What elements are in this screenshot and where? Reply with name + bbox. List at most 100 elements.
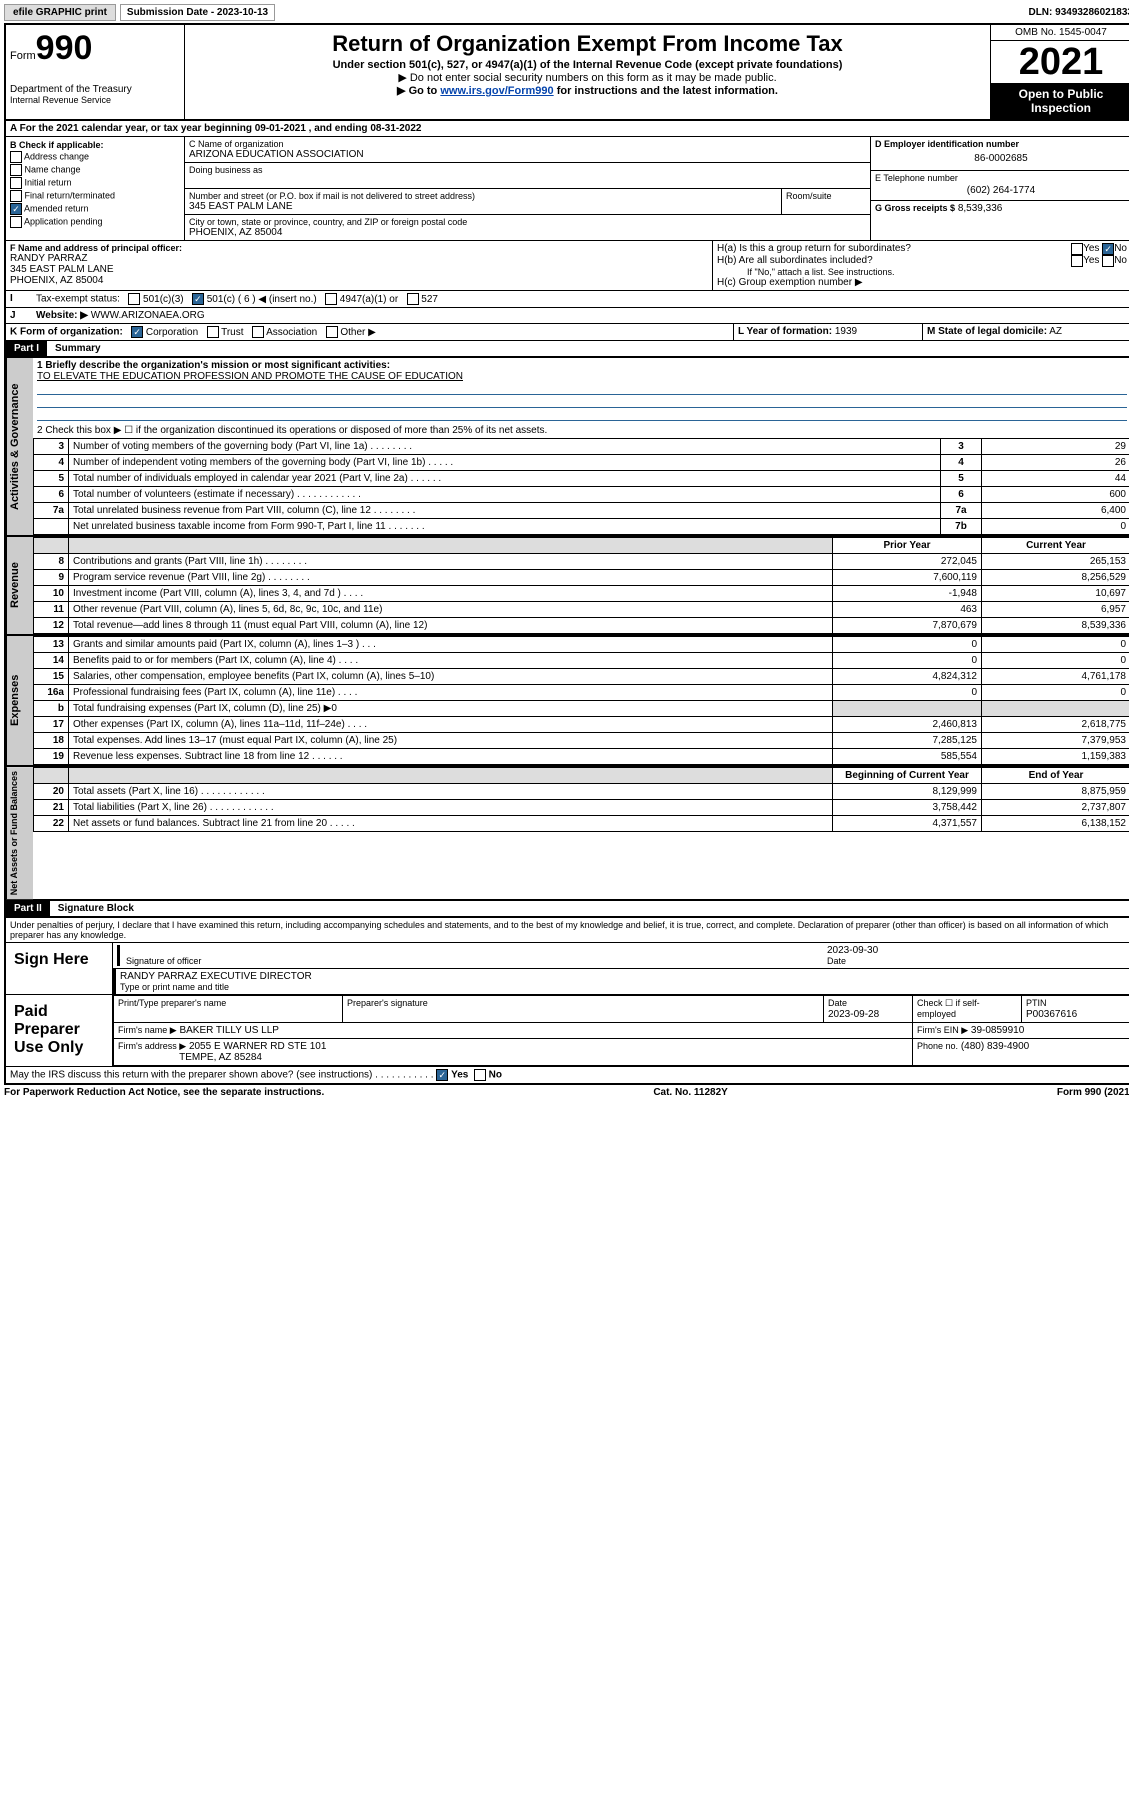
open-public: Open to Public Inspection [991, 83, 1129, 119]
ssn-note: ▶ Do not enter social security numbers o… [191, 71, 984, 84]
discuss-no[interactable] [474, 1069, 486, 1081]
ha-no[interactable]: ✓ [1102, 243, 1114, 255]
form-prefix: Form [10, 50, 36, 62]
hb-no[interactable] [1102, 255, 1114, 267]
section-klm: K Form of organization: ✓ Corporation Tr… [6, 324, 1129, 341]
section-fh: F Name and address of principal officer:… [6, 241, 1129, 291]
omb-number: OMB No. 1545-0047 [991, 25, 1129, 41]
b-item: ✓ Amended return [10, 203, 180, 215]
exp-table: 13Grants and similar amounts paid (Part … [33, 636, 1129, 765]
b-item: Application pending [10, 216, 180, 228]
gov-section: Activities & Governance 1 Briefly descri… [6, 358, 1129, 535]
section-j: J Website: ▶ WWW.ARIZONAEA.ORG [6, 308, 1129, 324]
section-deg: D Employer identification number 86-0002… [870, 137, 1129, 240]
street: 345 EAST PALM LANE [189, 201, 777, 212]
addr-label: Firm's address ▶ [118, 1041, 186, 1051]
k-label: K Form of organization: [10, 327, 123, 338]
firm-ein: 39-0859910 [971, 1025, 1024, 1036]
hc-label: H(c) Group exemption number ▶ [717, 277, 1127, 288]
bal-table: Beginning of Current YearEnd of Year20To… [33, 767, 1129, 832]
form-number: Form990 [10, 29, 180, 68]
website: WWW.ARIZONAEA.ORG [91, 310, 205, 321]
gross-receipts: 8,539,336 [958, 203, 1003, 214]
firm-addr2: TEMPE, AZ 85284 [179, 1052, 262, 1063]
section-ij: I Tax-exempt status: 501(c)(3) ✓ 501(c) … [6, 291, 1129, 308]
firm-ein-label: Firm's EIN ▶ [917, 1025, 968, 1035]
city-label: City or town, state or province, country… [189, 217, 866, 227]
prep-name-label: Print/Type preparer's name [118, 998, 226, 1008]
phone: (602) 264-1774 [875, 183, 1127, 198]
tab-balances: Net Assets or Fund Balances [6, 767, 33, 899]
ha-yes[interactable] [1071, 243, 1083, 255]
form-header: Form990 Department of the Treasury Inter… [6, 25, 1129, 121]
firm-label: Firm's name ▶ [118, 1025, 177, 1035]
declaration: Under penalties of perjury, I declare th… [6, 918, 1129, 943]
part-i-header: Part I Summary [6, 341, 1129, 358]
section-b: B Check if applicable: Address change Na… [6, 137, 185, 240]
hb-note: If "No," attach a list. See instructions… [717, 267, 1127, 277]
irs-link[interactable]: www.irs.gov/Form990 [440, 85, 553, 97]
form-container: Form990 Department of the Treasury Inter… [4, 23, 1129, 1085]
hb-yes[interactable] [1071, 255, 1083, 267]
mission: TO ELEVATE THE EDUCATION PROFESSION AND … [37, 371, 1127, 382]
ein: 86-0002685 [875, 149, 1127, 168]
part-ii-header: Part II Signature Block [6, 899, 1129, 918]
d-label: D Employer identification number [875, 139, 1127, 149]
rev-table: Prior YearCurrent Year8Contributions and… [33, 537, 1129, 634]
street-label: Number and street (or P.O. box if mail i… [189, 191, 777, 201]
paid-label: Paid Preparer Use Only [6, 995, 113, 1066]
sign-here-block: Sign Here Signature of officer 2023-09-3… [6, 943, 1129, 995]
prep-sig-label: Preparer's signature [347, 998, 428, 1008]
b-item: Address change [10, 151, 180, 163]
dba-label: Doing business as [189, 165, 866, 175]
part-ii-badge: Part II [6, 901, 50, 916]
officer-name: RANDY PARRAZ [10, 253, 708, 264]
form-990: 990 [36, 29, 93, 67]
goto-note: ▶ Go to www.irs.gov/Form990 for instruct… [191, 84, 984, 97]
efile-btn[interactable]: efile GRAPHIC print [4, 4, 116, 21]
year-formation: 1939 [835, 326, 857, 337]
firm-addr1: 2055 E WARNER RD STE 101 [189, 1041, 326, 1052]
sig-name: RANDY PARRAZ EXECUTIVE DIRECTOR [120, 971, 1127, 982]
submission-date: Submission Date - 2023-10-13 [120, 4, 275, 21]
discuss-q: May the IRS discuss this return with the… [10, 1070, 434, 1081]
irs-label: Internal Revenue Service [10, 95, 180, 105]
ptin-label: PTIN [1026, 998, 1047, 1008]
foot-mid: Cat. No. 11282Y [653, 1087, 727, 1098]
tab-revenue: Revenue [6, 537, 33, 634]
domicile: AZ [1049, 326, 1062, 337]
tab-expenses: Expenses [6, 636, 33, 765]
discuss-yes[interactable]: ✓ [436, 1069, 448, 1081]
f-label: F Name and address of principal officer: [10, 243, 708, 253]
section-bcde: B Check if applicable: Address change Na… [6, 137, 1129, 241]
paid-table: Print/Type preparer's name Preparer's si… [113, 995, 1129, 1066]
part-i-title: Summary [47, 341, 109, 356]
b-item: Name change [10, 164, 180, 176]
sig-officer-label: Signature of officer [126, 956, 827, 966]
prep-date: 2023-09-28 [828, 1009, 879, 1020]
dept-treasury: Department of the Treasury [10, 84, 180, 95]
q1-label: 1 Briefly describe the organization's mi… [37, 360, 1127, 371]
q2: 2 Check this box ▶ ☐ if the organization… [33, 423, 1129, 438]
j-label: Website: ▶ [36, 310, 88, 321]
officer-city: PHOENIX, AZ 85004 [10, 275, 708, 286]
part-ii-title: Signature Block [50, 901, 142, 916]
sign-here-label: Sign Here [6, 943, 113, 994]
prep-date-label: Date [828, 998, 847, 1008]
firm-phone: (480) 839-4900 [961, 1041, 1029, 1052]
room-label: Room/suite [786, 191, 866, 201]
foot-left: For Paperwork Reduction Act Notice, see … [4, 1087, 324, 1098]
rev-section: Revenue Prior YearCurrent Year8Contribut… [6, 535, 1129, 634]
form-subtitle: Under section 501(c), 527, or 4947(a)(1)… [191, 59, 984, 71]
topbar: efile GRAPHIC print Submission Date - 20… [4, 4, 1129, 21]
section-c: C Name of organization ARIZONA EDUCATION… [185, 137, 870, 240]
dln: DLN: 93493286021833 [1028, 7, 1129, 18]
org-name: ARIZONA EDUCATION ASSOCIATION [189, 149, 866, 160]
self-emp: Check ☐ if self-employed [917, 998, 980, 1019]
ptin: P00367616 [1026, 1009, 1077, 1020]
discuss-row: May the IRS discuss this return with the… [6, 1067, 1129, 1083]
b-item: Initial return [10, 177, 180, 189]
part-i-badge: Part I [6, 341, 47, 356]
c-name-label: C Name of organization [189, 139, 866, 149]
l-label: L Year of formation: [738, 326, 832, 337]
